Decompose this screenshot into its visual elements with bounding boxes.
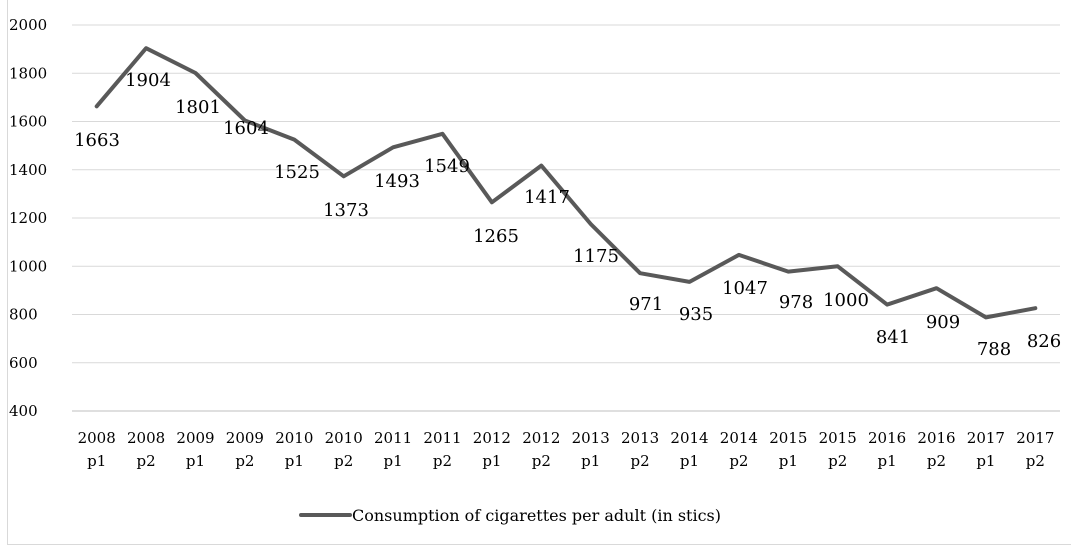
data-label: 826	[1027, 331, 1061, 352]
data-label: 1604	[223, 118, 269, 139]
data-label: 1373	[323, 200, 369, 221]
x-tick-label: 2013	[621, 429, 659, 447]
x-tick-label: 2014	[670, 429, 708, 447]
series-line	[94, 46, 1038, 320]
x-tick-sublabel: p1	[285, 452, 304, 470]
data-label: 909	[926, 312, 960, 333]
data-label: 1493	[374, 171, 420, 192]
data-label: 978	[779, 292, 813, 313]
x-axis-ticks: 2008 p1 2008 p2 2009 p1 2009 p2 2010 p1 2010 p2 2011…	[78, 429, 1055, 470]
chart-frame	[7, 0, 1071, 545]
x-tick-sublabel: p1	[384, 452, 403, 470]
y-tick-label: 1600	[9, 113, 47, 131]
x-tick-label: 2016	[868, 429, 906, 447]
data-label: 1904	[125, 70, 171, 91]
data-label: 788	[977, 339, 1011, 360]
x-tick-sublabel: p2	[1026, 452, 1045, 470]
x-tick-label: 2009	[226, 429, 264, 447]
x-tick-sublabel: p2	[927, 452, 946, 470]
x-tick-label: 2010	[325, 429, 363, 447]
x-tick-sublabel: p1	[779, 452, 798, 470]
y-tick-label: 400	[9, 402, 38, 420]
x-tick-label: 2017	[1016, 429, 1054, 447]
x-tick-sublabel: p2	[532, 452, 551, 470]
data-label: 1663	[74, 130, 120, 151]
legend: Consumption of cigarettes per adult (in …	[299, 506, 721, 525]
x-tick-sublabel: p2	[433, 452, 452, 470]
x-tick-sublabel: p1	[976, 452, 995, 470]
y-tick-label: 1400	[9, 161, 47, 179]
x-tick-label: 2013	[572, 429, 610, 447]
x-tick-label: 2015	[819, 429, 857, 447]
x-tick-label: 2014	[720, 429, 758, 447]
x-tick-sublabel: p2	[631, 452, 650, 470]
y-tick-label: 800	[9, 306, 38, 324]
y-tick-label: 600	[9, 354, 38, 372]
legend-label: Consumption of cigarettes per adult (in …	[352, 506, 721, 525]
x-tick-label: 2011	[374, 429, 412, 447]
data-label: 1265	[473, 226, 519, 247]
x-tick-sublabel: p1	[581, 452, 600, 470]
x-tick-sublabel: p1	[680, 452, 699, 470]
gridlines	[72, 24, 1060, 412]
x-tick-label: 2012	[522, 429, 560, 447]
data-label: 1801	[175, 97, 221, 118]
y-tick-label: 2000	[9, 16, 47, 34]
x-tick-sublabel: p1	[482, 452, 501, 470]
y-tick-label: 1000	[9, 257, 47, 275]
x-tick-sublabel: p2	[137, 452, 156, 470]
x-tick-label: 2011	[423, 429, 461, 447]
data-label: 1047	[722, 278, 768, 299]
y-tick-label: 1200	[9, 209, 47, 227]
data-label: 1525	[274, 162, 320, 183]
data-label: 1000	[823, 290, 869, 311]
y-tick-label: 1800	[9, 64, 47, 82]
series-lines	[94, 46, 1038, 320]
x-tick-label: 2008	[78, 429, 116, 447]
x-tick-sublabel: p1	[186, 452, 205, 470]
x-tick-sublabel: p2	[729, 452, 748, 470]
y-axis-ticks: 400 600 800 1000 1200 1400 1600 1800 2000	[9, 16, 47, 420]
data-label: 935	[679, 304, 713, 325]
x-tick-sublabel: p2	[235, 452, 254, 470]
x-tick-sublabel: p1	[878, 452, 897, 470]
x-tick-label: 2010	[275, 429, 313, 447]
x-tick-label: 2012	[473, 429, 511, 447]
x-tick-label: 2008	[127, 429, 165, 447]
data-label: 1417	[524, 187, 570, 208]
x-tick-sublabel: p2	[828, 452, 847, 470]
x-tick-label: 2016	[917, 429, 955, 447]
x-tick-label: 2009	[176, 429, 214, 447]
x-tick-label: 2017	[967, 429, 1005, 447]
x-tick-label: 2015	[769, 429, 807, 447]
data-label: 1175	[573, 246, 619, 267]
data-label: 841	[876, 327, 910, 348]
x-tick-sublabel: p1	[87, 452, 106, 470]
data-label: 971	[629, 294, 663, 315]
data-label: 1549	[424, 156, 470, 177]
x-tick-sublabel: p2	[334, 452, 353, 470]
